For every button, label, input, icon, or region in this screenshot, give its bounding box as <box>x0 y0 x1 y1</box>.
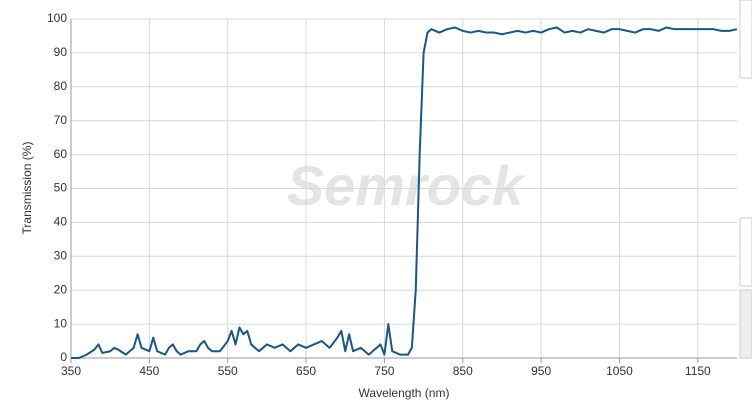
x-axis-label: Wavelength (nm) <box>359 386 450 400</box>
side-panel <box>739 289 752 359</box>
y-tick-label: 30 <box>54 248 68 262</box>
x-tick-label: 650 <box>296 364 316 378</box>
y-tick-label: 40 <box>54 215 68 229</box>
x-tick-label: 550 <box>218 364 238 378</box>
y-axis-label: Transmission (%) <box>20 142 34 235</box>
side-panel <box>739 0 752 79</box>
watermark: Semrock <box>287 154 526 217</box>
x-tick-label: 1150 <box>685 364 711 378</box>
x-tick-label: 950 <box>531 364 551 378</box>
y-tick-label: 0 <box>60 350 67 364</box>
y-tick-label: 100 <box>47 11 67 25</box>
x-tick-label: 750 <box>374 364 394 378</box>
data-line <box>71 26 738 359</box>
y-tick-label: 60 <box>54 147 68 161</box>
y-tick-label: 80 <box>54 79 68 93</box>
y-tick-label: 70 <box>54 113 68 127</box>
y-tick-label: 10 <box>54 316 68 330</box>
side-panel <box>739 217 752 287</box>
x-tick-label: 450 <box>139 364 159 378</box>
x-tick-label: 850 <box>453 364 473 378</box>
x-tick-label: 350 <box>61 364 81 378</box>
y-tick-label: 90 <box>54 45 68 59</box>
y-tick-label: 50 <box>54 181 68 195</box>
y-tick-label: 20 <box>54 282 68 296</box>
x-tick-label: 1050 <box>606 364 633 378</box>
